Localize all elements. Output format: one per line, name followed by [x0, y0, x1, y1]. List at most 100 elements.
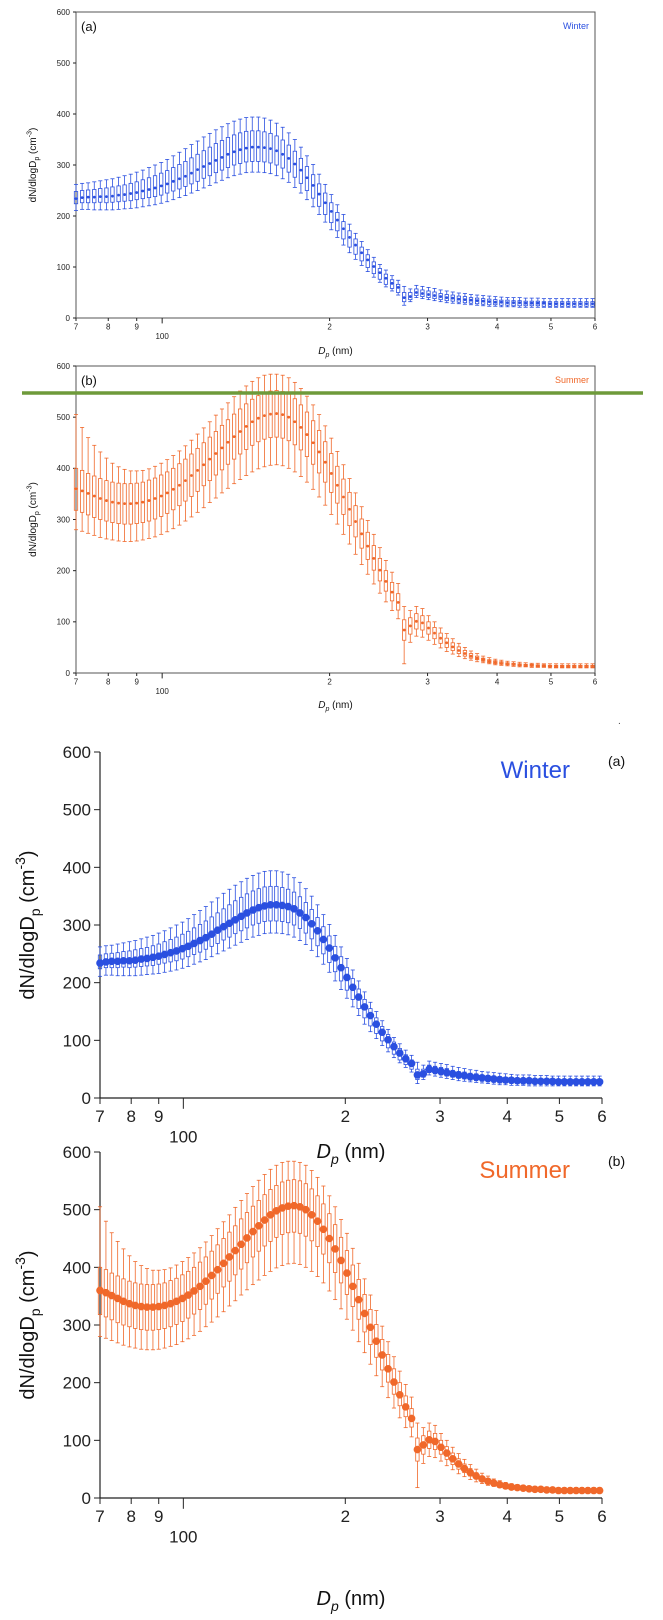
iqr-box	[207, 146, 212, 177]
median-marker	[335, 218, 339, 222]
iqr-box	[353, 505, 358, 538]
median-marker	[512, 301, 515, 305]
iqr-box	[590, 301, 595, 307]
median-marker	[231, 916, 240, 924]
median-marker	[566, 664, 570, 668]
panel-label: (a)	[81, 19, 97, 34]
iqr-box	[232, 413, 237, 460]
median-marker	[478, 1475, 486, 1483]
iqr-box	[134, 482, 139, 524]
iqr-box	[207, 436, 212, 482]
median-marker	[372, 265, 376, 268]
median-marker	[275, 149, 279, 153]
median-marker	[554, 1078, 563, 1086]
median-marker	[135, 501, 139, 505]
median-marker	[131, 1301, 140, 1310]
median-marker	[360, 1309, 369, 1318]
median-marker	[531, 1485, 539, 1494]
iqr-box	[73, 191, 79, 205]
median-marker	[272, 901, 281, 909]
median-marker	[578, 302, 582, 306]
median-marker	[74, 197, 78, 201]
iqr-box	[408, 617, 413, 635]
median-marker	[147, 188, 151, 191]
x-tick-label: 3	[435, 1507, 444, 1526]
iqr-box	[177, 463, 182, 507]
iqr-box	[140, 179, 145, 200]
x-tick-label: 6	[593, 677, 598, 686]
y-tick-label: 400	[63, 1258, 91, 1277]
median-marker	[178, 483, 181, 487]
iqr-box	[104, 480, 109, 522]
median-marker	[360, 251, 364, 255]
median-marker	[299, 426, 303, 429]
median-marker	[454, 1071, 463, 1079]
median-marker	[572, 1078, 580, 1086]
median-marker	[407, 1059, 416, 1068]
median-marker	[131, 956, 140, 964]
median-marker	[489, 1075, 498, 1083]
median-marker	[478, 1074, 486, 1082]
median-marker	[542, 1486, 551, 1494]
y-tick-label: 600	[63, 1143, 91, 1162]
median-marker	[299, 168, 303, 172]
median-marker	[554, 664, 558, 668]
y-axis-label: dN/dlogDp (cm-3)	[27, 128, 42, 203]
median-marker	[278, 1204, 287, 1212]
median-marker	[584, 1486, 592, 1495]
iqr-box	[116, 482, 121, 524]
chart-panel-bottom-summer: 0 100 200 300 400 500 600 7 8 9 100 2 3 4 5 6 (b) Summer D…	[12, 1143, 625, 1614]
iqr-box	[505, 299, 510, 306]
median-marker	[153, 186, 157, 190]
iqr-box	[165, 471, 170, 514]
median-marker	[531, 1077, 539, 1086]
median-marker	[572, 1486, 580, 1495]
median-marker	[466, 1468, 475, 1477]
x-tick-label: 9	[154, 1107, 163, 1126]
median-marker	[578, 1486, 586, 1495]
median-marker	[113, 957, 122, 966]
median-marker	[149, 1303, 157, 1311]
median-marker	[214, 159, 218, 162]
median-marker	[311, 441, 315, 445]
median-marker	[202, 1277, 210, 1285]
median-marker	[254, 1222, 263, 1230]
iqr-box	[110, 481, 115, 523]
iqr-box	[450, 642, 455, 651]
y-tick-label: 300	[57, 515, 71, 524]
median-marker	[331, 954, 339, 962]
median-marker	[589, 1486, 598, 1495]
median-marker	[226, 440, 230, 444]
median-marker	[495, 1480, 504, 1489]
iqr-box	[195, 153, 200, 182]
median-marker	[98, 497, 102, 500]
median-marker	[572, 302, 576, 306]
median-marker	[141, 500, 145, 504]
median-marker	[329, 210, 333, 213]
median-marker	[196, 1282, 204, 1291]
iqr-box	[122, 184, 127, 202]
median-marker	[431, 1437, 439, 1446]
median-marker	[105, 499, 108, 502]
iqr-box	[347, 491, 352, 527]
median-marker	[313, 926, 322, 935]
iqr-box	[250, 130, 255, 162]
x-axis-label: Dp (nm)	[317, 1141, 386, 1167]
median-marker	[102, 1288, 110, 1297]
median-marker	[135, 191, 139, 194]
median-marker	[202, 463, 206, 467]
median-marker	[506, 662, 509, 666]
iqr-box	[92, 475, 97, 518]
median-marker	[143, 954, 151, 963]
iqr-box	[80, 469, 85, 513]
median-marker	[542, 1077, 551, 1086]
x-tick-label: 6	[597, 1107, 606, 1126]
iqr-box	[280, 139, 285, 169]
median-marker	[165, 182, 169, 186]
median-marker	[560, 302, 564, 306]
iqr-box	[347, 230, 352, 248]
iqr-box	[256, 130, 261, 162]
median-marker	[585, 664, 588, 668]
median-marker	[196, 168, 199, 171]
median-marker	[348, 1282, 357, 1291]
